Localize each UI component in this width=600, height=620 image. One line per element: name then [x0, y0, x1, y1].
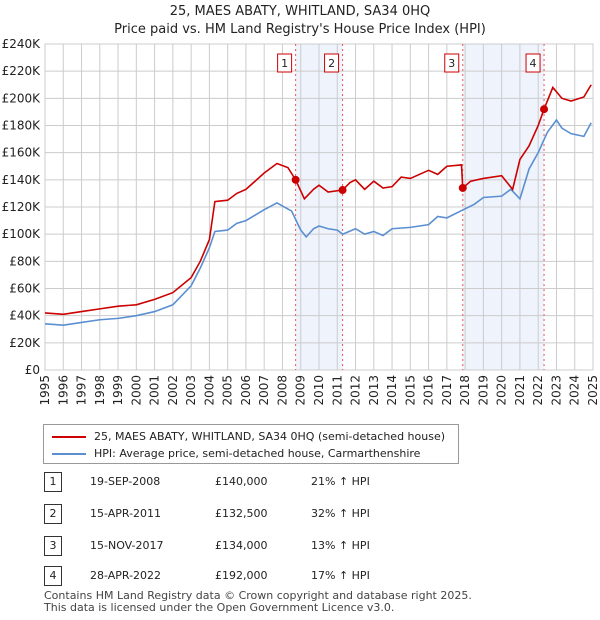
sale-date: 28-APR-2022	[90, 569, 162, 582]
y-tick-label: £160K	[2, 146, 42, 160]
y-tick-label: £0	[25, 363, 40, 377]
x-tick-label: 2001	[148, 375, 162, 406]
chart-title: 25, MAES ABATY, WHITLAND, SA34 0HQ	[169, 4, 431, 19]
sale-point	[540, 105, 549, 114]
sale-label-box	[525, 53, 541, 73]
y-tick-label: £200K	[2, 91, 42, 105]
x-tick-label: 2000	[129, 375, 143, 406]
sale-label-box	[444, 53, 460, 73]
blue-line-swatch	[52, 452, 86, 455]
legend: 25, MAES ABATY, WHITLAND, SA34 0HQ (semi…	[43, 424, 459, 464]
copyright-text: Contains HM Land Registry data © Crown c…	[44, 589, 472, 602]
sale-date: 15-APR-2011	[90, 507, 162, 520]
sale-point	[291, 175, 300, 184]
x-tick-label: 1995	[38, 375, 52, 406]
x-tick-label: 2010	[312, 375, 326, 406]
x-tick-label: 2003	[184, 375, 198, 406]
x-tick-label: 2019	[476, 375, 490, 406]
x-tick-label: 2004	[202, 375, 216, 406]
legend-item-property: 25, MAES ABATY, WHITLAND, SA34 0HQ (semi…	[52, 430, 445, 443]
hpi-change: 17% ↑ HPI	[311, 569, 370, 582]
table-row: 1 19-SEP-2008 £140,000 21% ↑ HPI	[0, 472, 600, 494]
y-tick-label: £140K	[2, 173, 42, 187]
sale-number-badge: 4	[44, 566, 62, 586]
x-tick-label: 2021	[513, 375, 527, 406]
x-tick-label: 1997	[75, 375, 89, 406]
legend-label: HPI: Average price, semi-detached house,…	[94, 447, 421, 460]
red-line-swatch	[52, 435, 86, 438]
sale-label-box	[324, 53, 340, 73]
chart-subtitle: Price paid vs. HM Land Registry's House …	[114, 22, 486, 37]
price-paid-line	[44, 84, 592, 316]
plot-border	[44, 43, 594, 371]
x-tick-label: 2012	[349, 375, 363, 406]
hpi-change: 32% ↑ HPI	[311, 507, 370, 520]
x-tick-label: 1999	[111, 375, 125, 406]
y-tick-label: £120K	[2, 200, 42, 214]
x-tick-label: 2017	[440, 375, 454, 406]
y-tick-label: £240K	[2, 37, 42, 51]
y-tick-label: £40K	[9, 309, 41, 323]
x-tick-label: 2016	[422, 375, 436, 406]
x-tick-label: 2005	[221, 375, 235, 406]
x-tick-label: 2023	[549, 375, 563, 406]
sale-price: £192,000	[215, 569, 268, 582]
x-tick-label: 2022	[531, 375, 545, 406]
x-tick-label: 2008	[275, 375, 289, 406]
sale-number-badge: 1	[44, 472, 62, 492]
hpi-change: 13% ↑ HPI	[311, 539, 370, 552]
sale-label: 3	[448, 57, 455, 70]
x-tick-label: 2024	[568, 375, 582, 406]
x-tick-label: 2014	[385, 375, 399, 406]
sale-point	[458, 183, 467, 192]
licence-text: This data is licensed under the Open Gov…	[44, 601, 395, 614]
y-tick-label: £80K	[9, 254, 41, 268]
x-tick-label: 2006	[239, 375, 253, 406]
y-tick-label: £60K	[9, 282, 41, 296]
table-row: 4 28-APR-2022 £192,000 17% ↑ HPI	[0, 566, 600, 588]
legend-item-hpi: HPI: Average price, semi-detached house,…	[52, 447, 420, 460]
x-tick-label: 2007	[257, 375, 271, 406]
legend-label: 25, MAES ABATY, WHITLAND, SA34 0HQ (semi…	[94, 430, 446, 443]
sale-label: 2	[328, 57, 335, 70]
sale-price: £134,000	[215, 539, 268, 552]
sale-label-box	[277, 53, 293, 73]
sale-date: 15-NOV-2017	[90, 539, 164, 552]
sale-point	[338, 186, 347, 195]
x-tick-label: 2009	[294, 375, 308, 406]
sale-date: 19-SEP-2008	[90, 475, 161, 488]
hpi-change: 21% ↑ HPI	[311, 475, 370, 488]
sale-number-badge: 2	[44, 504, 62, 524]
x-tick-label: 2013	[367, 375, 381, 406]
x-tick-label: 2025	[586, 375, 600, 406]
sale-label: 4	[530, 57, 537, 70]
sale-number-badge: 3	[44, 536, 62, 556]
sale-price: £132,500	[215, 507, 268, 520]
y-tick-label: £220K	[2, 64, 42, 78]
footer: Contains HM Land Registry data © Crown c…	[44, 590, 472, 614]
x-tick-label: 2015	[403, 375, 417, 406]
x-tick-label: 2002	[166, 375, 180, 406]
y-tick-label: £180K	[2, 119, 42, 133]
x-tick-label: 2018	[458, 375, 472, 406]
table-row: 2 15-APR-2011 £132,500 32% ↑ HPI	[0, 504, 600, 526]
chart: £0 £20K £40K £60K £80K £100K £120K £140K £160K £1…	[2, 37, 600, 406]
y-tick-label: £100K	[2, 227, 42, 241]
x-tick-label: 1996	[56, 375, 70, 406]
x-tick-label: 1998	[93, 375, 107, 406]
y-tick-label: £20K	[9, 336, 41, 350]
table-row: 3 15-NOV-2017 £134,000 13% ↑ HPI	[0, 536, 600, 558]
sale-price: £140,000	[215, 475, 268, 488]
x-tick-label: 2020	[495, 375, 509, 406]
sale-label: 1	[281, 57, 288, 70]
x-tick-label: 2011	[330, 375, 344, 406]
hpi-line	[44, 118, 592, 326]
